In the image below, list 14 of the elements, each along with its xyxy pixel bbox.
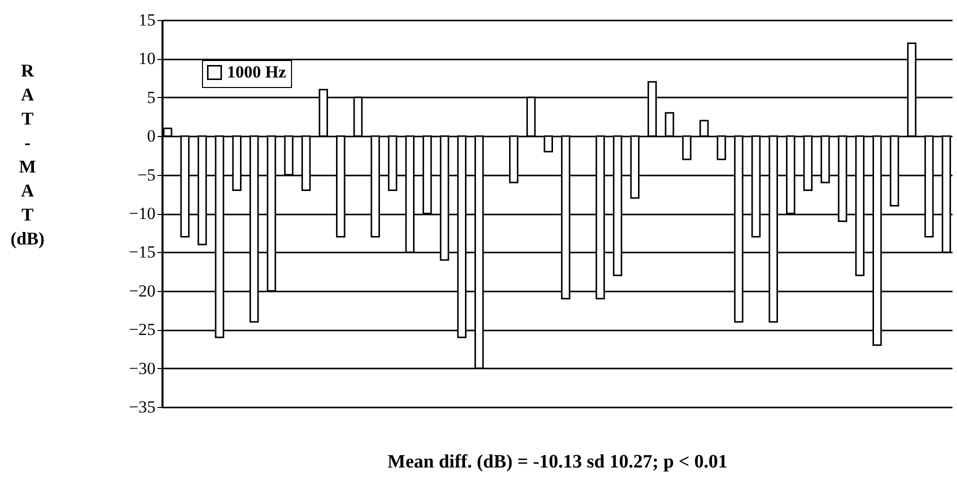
y-axis-title: RAT-MAT (dB) [10,60,45,248]
y-tick-label: −10 [128,204,156,223]
legend-label: 1000 Hz [227,62,286,82]
y-tick-label: −15 [128,242,156,262]
y-tick-label: 0 [147,126,156,146]
y-tick-label: −20 [128,281,156,300]
y-tick-label: 10 [138,49,156,68]
y-tick-label: −5 [137,165,156,184]
y-tick-label: 15 [138,10,156,30]
y-tick-label: 5 [147,88,156,107]
y-tick-label: −25 [128,320,156,340]
y-tick-label: −35 [128,398,156,416]
text: Mean diff. (dB) = -10.13 sd 10.27; p < 0.01 [388,452,728,472]
y-tick-label: −30 [128,358,156,378]
